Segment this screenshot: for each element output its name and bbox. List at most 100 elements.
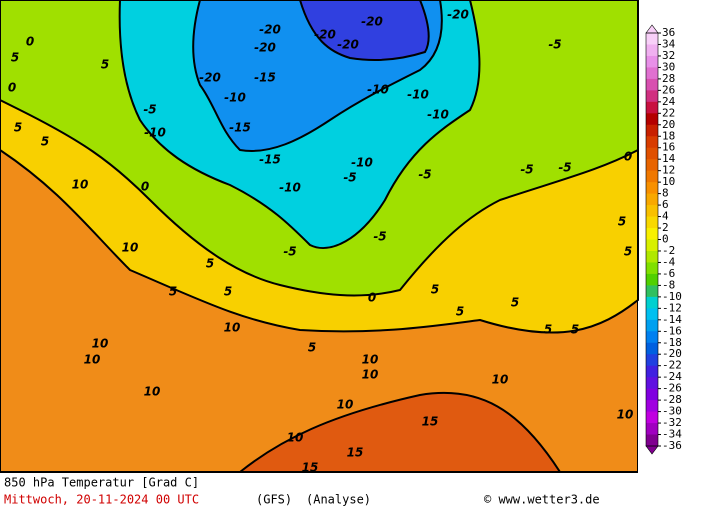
contour-label: 0	[141, 180, 149, 194]
legend-band	[646, 101, 658, 114]
legend-band	[646, 136, 658, 149]
contour-label: -20	[259, 23, 281, 37]
footer-site: © www.wetter3.de	[484, 493, 600, 507]
legend-label: -32	[662, 416, 682, 429]
legend-label: 34	[662, 37, 676, 50]
legend-band	[646, 67, 658, 80]
legend-label: 28	[662, 72, 675, 85]
legend-label: -10	[662, 290, 682, 303]
legend-band	[646, 377, 658, 390]
legend-label: -4	[662, 255, 676, 268]
contour-label: 5	[224, 285, 232, 299]
legend-band	[646, 400, 658, 413]
contour-label: 5	[11, 51, 19, 65]
legend-band	[646, 388, 658, 401]
legend-band	[646, 365, 658, 378]
legend-label: 36	[662, 26, 675, 39]
contour-label: -15	[254, 71, 276, 85]
legend-label: 24	[662, 95, 676, 108]
contour-label: -10	[427, 108, 449, 122]
legend-band	[646, 354, 658, 367]
contour-label: 5	[511, 296, 519, 310]
contour-label: -5	[548, 38, 561, 52]
legend-band	[646, 331, 658, 344]
footer-title: 850 hPa Temperatur [Grad C]	[4, 476, 199, 490]
contour-label: 5	[169, 285, 177, 299]
legend-band	[646, 44, 658, 57]
contour-label: -10	[144, 126, 166, 140]
legend-band	[646, 159, 658, 172]
legend-label: -8	[662, 278, 675, 291]
legend-label: 20	[662, 118, 675, 131]
contour-label: -5	[373, 230, 386, 244]
legend-label: 12	[662, 164, 675, 177]
legend-label: 22	[662, 106, 675, 119]
legend-label: -16	[662, 324, 682, 337]
legend-band	[646, 262, 658, 275]
legend-band	[646, 216, 658, 229]
legend-band	[646, 182, 658, 195]
legend-label: -6	[662, 267, 675, 280]
legend-band	[646, 147, 658, 160]
legend-label: -28	[662, 393, 682, 406]
legend-band	[646, 342, 658, 355]
contour-label: 5	[618, 215, 626, 229]
contour-label: -20	[447, 8, 469, 22]
legend-cap-bottom	[645, 445, 659, 455]
contour-label: 5	[206, 257, 214, 271]
contour-label: 10	[362, 353, 379, 367]
legend-cap-top	[645, 24, 659, 34]
legend-band	[646, 193, 658, 206]
contour-label: -20	[361, 15, 383, 29]
contour-label: 10	[287, 431, 304, 445]
color-scale: 363432302826242220181614121086420-2-4-6-…	[645, 24, 682, 455]
contour-label: 0	[8, 81, 16, 95]
legend-band	[646, 434, 658, 447]
footer-date: Mittwoch, 20-11-2024 00 UTC	[4, 493, 199, 507]
footer-run: (Analyse)	[306, 493, 371, 507]
legend-label: -12	[662, 301, 682, 314]
contour-label: 10	[84, 353, 101, 367]
contour-label: -5	[283, 245, 296, 259]
contour-label: -10	[407, 88, 429, 102]
contour-label: 5	[101, 58, 109, 72]
zone-below-20	[298, 0, 430, 61]
legend-band	[646, 273, 658, 286]
contour-label: 5	[308, 341, 316, 355]
legend-label: 6	[662, 198, 669, 211]
contour-label: 0	[26, 35, 34, 49]
contour-label: -15	[229, 121, 251, 135]
contour-label: -5	[558, 161, 571, 175]
legend-label: -14	[662, 313, 682, 326]
contour-label: 10	[92, 337, 109, 351]
legend-band	[646, 78, 658, 91]
contour-label: 5	[456, 305, 464, 319]
legend-band	[646, 124, 658, 137]
contour-label: -20	[337, 38, 359, 52]
legend-label: -20	[662, 347, 682, 360]
legend-band	[646, 228, 658, 240]
legend-band	[646, 411, 658, 424]
legend-label: 10	[662, 175, 675, 188]
contour-label: 10	[122, 241, 139, 255]
legend-band	[646, 250, 658, 263]
legend-label: -30	[662, 405, 682, 418]
contour-label: 15	[422, 415, 439, 429]
contour-label: 15	[347, 446, 364, 460]
legend-label: 0	[662, 233, 669, 246]
contour-label: -20	[254, 41, 276, 55]
legend-label: -2	[662, 244, 675, 257]
footer-model: (GFS)	[256, 493, 292, 507]
warm-region	[237, 391, 562, 473]
contour-label: -10	[351, 156, 373, 170]
map-frame	[0, 0, 638, 472]
contour-label: 5	[571, 323, 579, 337]
contour-label: 10	[362, 368, 379, 382]
legend-label: 26	[662, 83, 675, 96]
legend-band	[646, 423, 658, 436]
contour-label: 5	[544, 323, 552, 337]
contour-label: -5	[143, 103, 156, 117]
